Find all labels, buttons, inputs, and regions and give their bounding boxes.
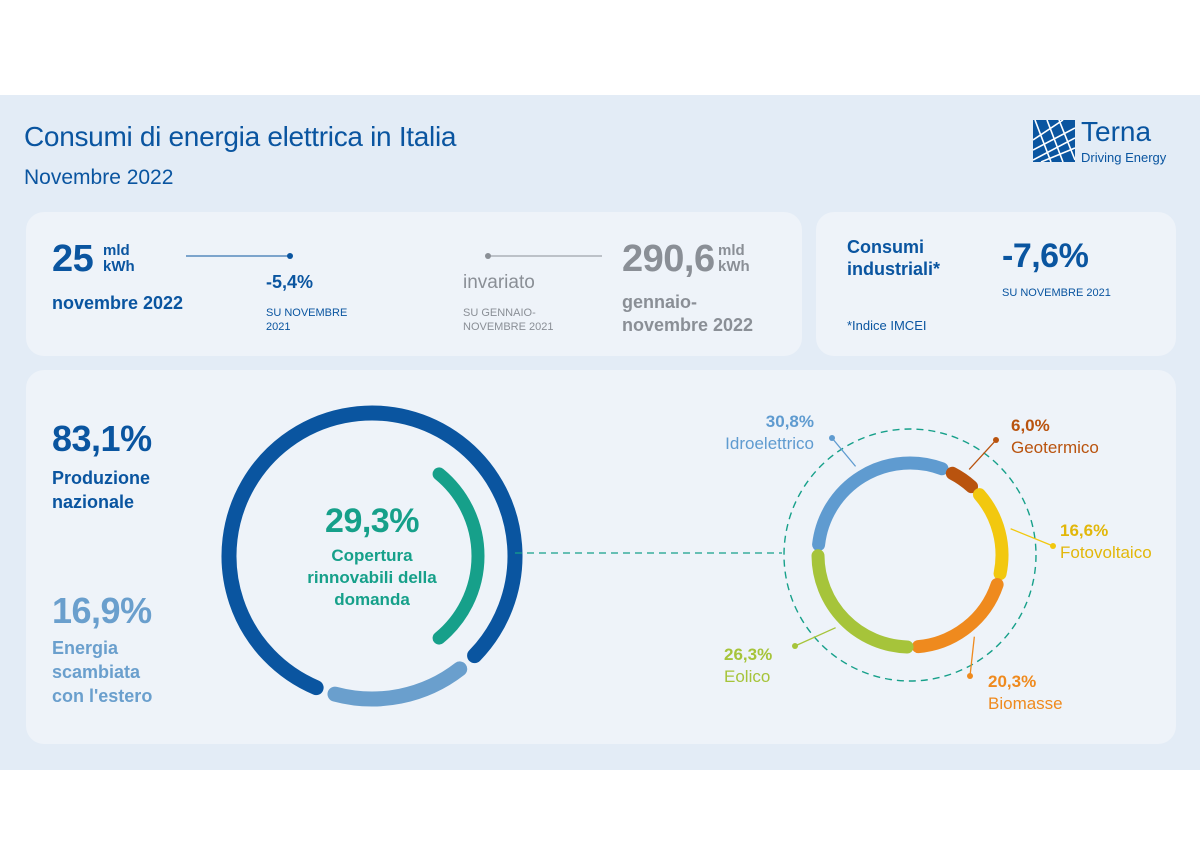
- kpi-ytd-change-ref: SU GENNAIO- NOVEMBRE 2021: [463, 306, 553, 334]
- kpi-month-connector: [186, 253, 293, 259]
- industrial-value: -7,6%: [1002, 237, 1089, 275]
- bio-value: 20,3%: [988, 672, 1037, 691]
- national-label: Produzione nazionale: [52, 466, 150, 514]
- terna-logo: Terna Driving Energy: [1032, 116, 1178, 166]
- kpi-month-period: novembre 2022: [52, 293, 184, 313]
- renew-center: 29,3% Copertura rinnovabili della domand…: [282, 502, 462, 611]
- kpi-ytd-connector: [485, 253, 602, 259]
- label-geo: 6,0% Geotermico: [1011, 415, 1099, 459]
- national-label-line2: nazionale: [52, 492, 135, 512]
- leader-geo-dot: [993, 437, 999, 443]
- national-value: 83,1%: [52, 418, 152, 459]
- industrial-ref: SU NOVEMBRE 2021: [1002, 287, 1111, 299]
- ring-foreign-arc: [327, 661, 468, 707]
- segment-foto-arc: [972, 488, 1009, 581]
- foto-value: 16,6%: [1060, 521, 1109, 540]
- eol-name: Eolico: [724, 667, 771, 686]
- renew-label-line1: Copertura: [331, 546, 413, 565]
- eol-value: 26,3%: [724, 645, 773, 664]
- kpi-ytd-change: invariato: [463, 272, 535, 293]
- kpi-month-unit-line2: kWh: [103, 258, 135, 275]
- foreign-label: Energia scambiata con l'estero: [52, 636, 152, 708]
- foreign-label-line1: Energia: [52, 638, 119, 658]
- kpi-ytd-unit-line2: kWh: [718, 258, 750, 275]
- kpi-ytd-unit: mld kWh: [718, 243, 750, 275]
- leader-eol-dot: [792, 643, 798, 649]
- segment-geo-arc: [945, 466, 979, 494]
- leader-bio-line: [969, 636, 975, 677]
- leader-foto-line: [1010, 528, 1054, 547]
- ring-national-arc: [221, 405, 523, 696]
- kpi-ytd-period-line1: gennaio-: [622, 292, 697, 312]
- page-title: Consumi di energia elettrica in Italia: [24, 121, 457, 152]
- leader-idro-line: [831, 437, 857, 467]
- renew-value: 29,3%: [325, 502, 419, 540]
- kpi-ytd-ref-line2: NOVEMBRE 2021: [463, 321, 554, 333]
- leader-bio-dot: [967, 673, 973, 679]
- kpi-ytd-value: 290,6: [622, 238, 715, 280]
- renew-label: Copertura rinnovabili della domanda: [282, 545, 462, 611]
- terna-logo-mark-icon: [1032, 119, 1076, 163]
- renewables-dashed-circle: [783, 428, 1037, 682]
- idro-name: Idroelettrico: [725, 434, 814, 453]
- kpi-month-change: -5,4%: [266, 272, 314, 292]
- kpi-ytd-period: gennaio- novembre 2022: [622, 291, 753, 337]
- renew-label-line3: domanda: [334, 590, 410, 609]
- industrial-label-line2: industriali*: [847, 259, 941, 279]
- kpi-ytd-unit-line1: mld: [718, 242, 745, 259]
- kpi-month-ref-line1: SU NOVEMBRE: [266, 307, 348, 319]
- logo-tagline: Driving Energy: [1081, 150, 1167, 165]
- leader-foto-dot: [1050, 543, 1056, 549]
- kpi-month-ref-line2: 2021: [266, 321, 291, 333]
- kpi-month-unit-line1: mld: [103, 242, 130, 259]
- renew-coverage-arc: [432, 467, 485, 645]
- label-bio: 20,3% Biomasse: [988, 671, 1063, 715]
- kpi-card: [26, 212, 802, 356]
- logo-name: Terna: [1081, 116, 1152, 147]
- industrial-label-line1: Consumi: [847, 237, 925, 257]
- kpi-ytd-period-line2: novembre 2022: [622, 315, 754, 335]
- industrial-label: Consumi industriali*: [847, 236, 940, 280]
- idro-value: 30,8%: [765, 412, 814, 431]
- geo-value: 6,0%: [1011, 416, 1050, 435]
- industrial-card: [816, 212, 1176, 356]
- foreign-label-line2: scambiata: [52, 662, 141, 682]
- bio-name: Biomasse: [988, 694, 1063, 713]
- leader-idro-dot: [829, 435, 835, 441]
- segment-eol-arc: [811, 549, 914, 654]
- industrial-note: *Indice IMCEI: [847, 318, 927, 333]
- leader-eol-line: [794, 627, 836, 647]
- segment-bio-arc: [911, 578, 1004, 654]
- national-label-line1: Produzione: [52, 468, 150, 488]
- label-foto: 16,6% Fotovoltaico: [1060, 520, 1152, 564]
- label-eol: 26,3% Eolico: [724, 644, 772, 688]
- coverage-card: [26, 370, 1176, 744]
- geo-name: Geotermico: [1011, 438, 1099, 457]
- segment-idro-arc: [812, 456, 949, 552]
- kpi-ytd-ref-line1: SU GENNAIO-: [463, 307, 536, 319]
- kpi-month-value: 25: [52, 238, 94, 280]
- foreign-label-line3: con l'estero: [52, 686, 153, 706]
- foto-name: Fotovoltaico: [1060, 543, 1152, 562]
- kpi-month-change-ref: SU NOVEMBRE 2021: [266, 306, 347, 334]
- leader-geo-line: [968, 439, 997, 470]
- page-subtitle: Novembre 2022: [24, 166, 174, 189]
- foreign-value: 16,9%: [52, 590, 152, 631]
- label-idro: 30,8% Idroelettrico: [690, 411, 814, 455]
- kpi-month-unit: mld kWh: [103, 243, 135, 275]
- renew-label-line2: rinnovabili della: [307, 568, 437, 587]
